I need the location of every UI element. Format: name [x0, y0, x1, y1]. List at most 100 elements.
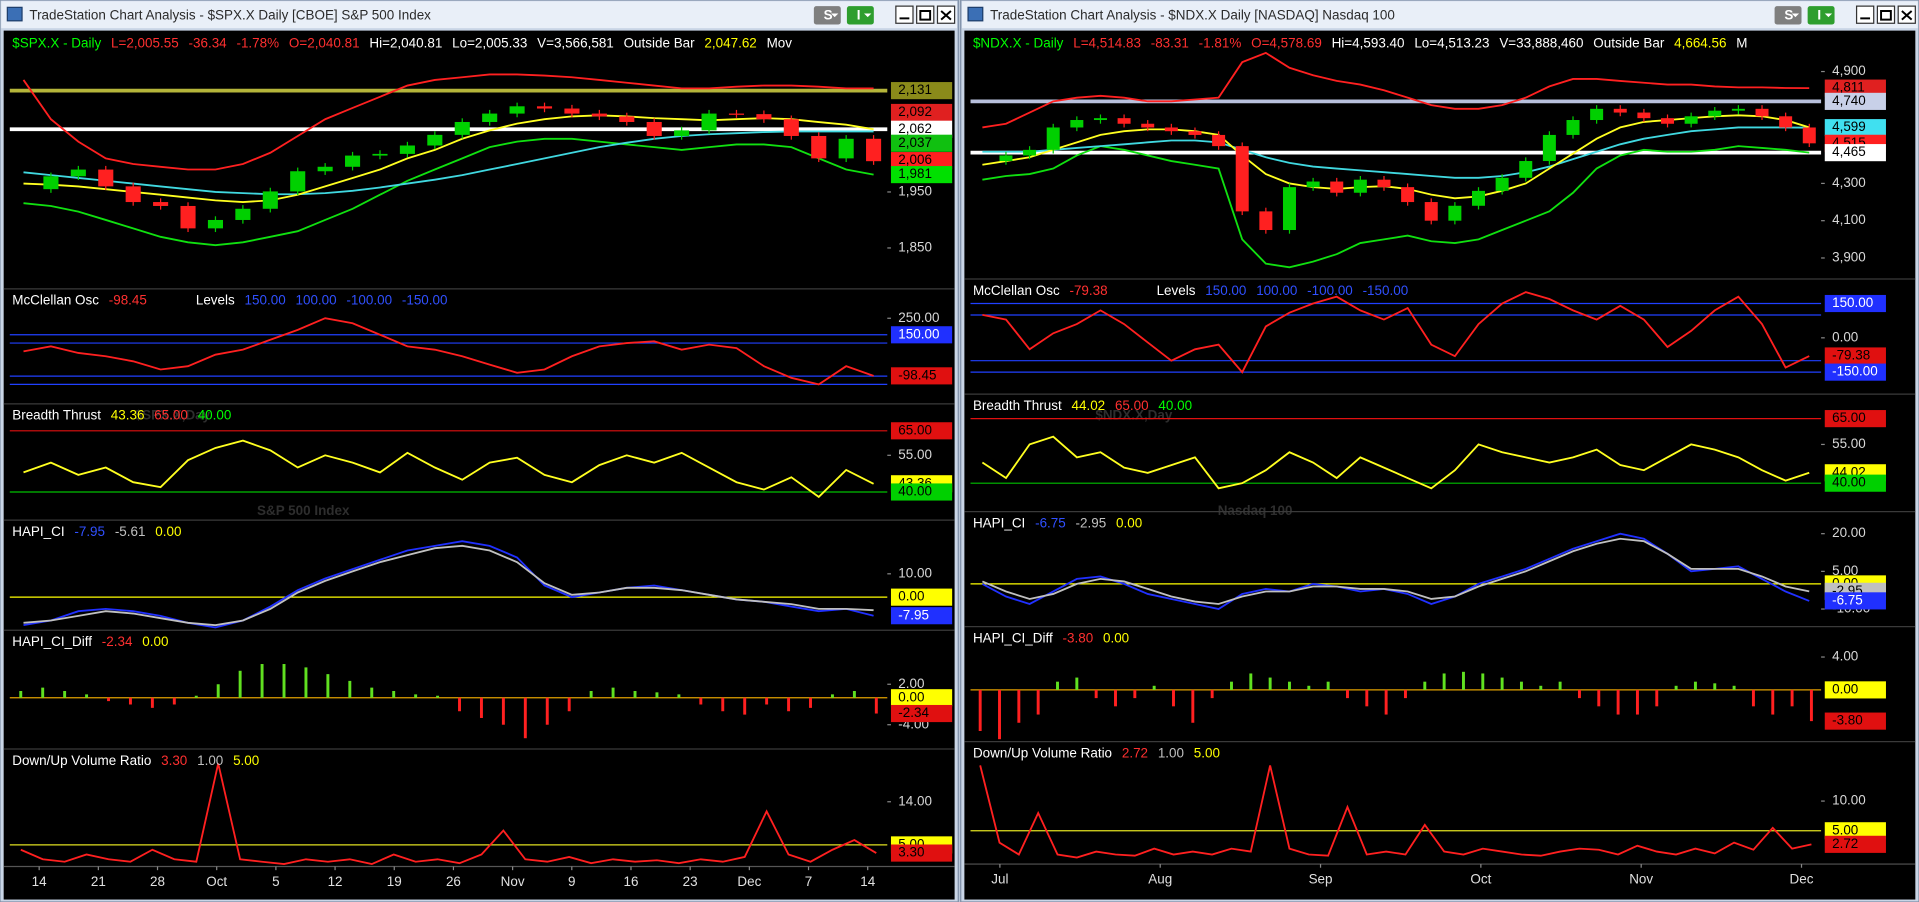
x-axis-label: Dec — [737, 874, 761, 889]
x-axis-label: 12 — [328, 874, 343, 889]
toolbar-button[interactable] — [1774, 6, 1802, 25]
pane-header: -2.34 — [102, 634, 133, 649]
candle-body — [317, 166, 333, 172]
toolbar-button-label: I — [1817, 7, 1821, 22]
histogram-bar — [1713, 683, 1717, 690]
candle-body — [1661, 118, 1675, 124]
x-axis-label: 28 — [150, 874, 165, 889]
axis-label: 10.00 — [898, 565, 932, 580]
histogram-bar — [1771, 689, 1775, 715]
histogram-bar — [1268, 677, 1272, 690]
toolbar-button[interactable] — [846, 6, 874, 25]
value-tag — [1824, 144, 1886, 162]
pane-header: -36.34 — [189, 36, 228, 51]
app-icon — [967, 6, 984, 22]
indicator-line — [23, 317, 874, 386]
indicator-line — [20, 763, 877, 866]
value-tag — [890, 134, 953, 152]
histogram-bar — [765, 697, 769, 705]
histogram-bar — [1075, 677, 1079, 690]
candle-body — [1093, 118, 1107, 121]
axis-label: 3,900 — [1832, 250, 1866, 265]
value-tag-label: 1,981 — [898, 166, 932, 181]
histogram-bar — [978, 689, 982, 731]
candle-body — [427, 134, 443, 146]
candle-body — [1684, 116, 1698, 124]
window-control[interactable] — [895, 5, 914, 24]
value-tag-label: -2.34 — [898, 705, 929, 720]
pane-header: 5.00 — [1194, 745, 1220, 760]
value-tag — [1824, 79, 1886, 97]
candle-body — [262, 191, 278, 209]
candle-body — [1424, 202, 1438, 221]
candle-body — [1117, 118, 1131, 124]
pane-header: 1.00 — [197, 753, 223, 768]
histogram-bar — [1288, 681, 1291, 690]
histogram-bar — [611, 687, 615, 698]
value-tag — [890, 483, 953, 501]
watermark-subtitle: S&P 500 Index — [257, 503, 350, 518]
candle-body — [482, 113, 498, 122]
pane-header: Outside Bar — [624, 36, 696, 51]
histogram-bar — [1365, 689, 1369, 707]
candle-body — [1755, 108, 1769, 117]
chart-area — [3, 30, 955, 900]
toolbar-button-label: S — [824, 7, 833, 22]
histogram-bar — [787, 697, 791, 712]
window-control-icon — [1901, 10, 1913, 21]
pane-header: Mov — [767, 36, 793, 51]
value-tag-label: 0.00 — [898, 689, 924, 704]
candle-body — [1023, 149, 1037, 156]
indicator-line — [979, 765, 1812, 859]
window-control[interactable] — [916, 5, 935, 24]
value-tag-label: -150.00 — [1832, 364, 1878, 379]
histogram-bar — [1442, 673, 1446, 690]
pane-header: $NDX.X - Daily — [973, 36, 1064, 51]
pane-header: 150.00 — [245, 293, 286, 308]
histogram-bar — [1809, 689, 1813, 722]
toolbar-button[interactable] — [813, 6, 841, 25]
histogram-bar — [809, 697, 812, 708]
window-control[interactable] — [1876, 5, 1896, 24]
candle-body — [536, 106, 553, 109]
pane-header: 0.00 — [142, 634, 168, 649]
histogram-bar — [348, 680, 352, 698]
candle-body — [153, 202, 169, 206]
value-tag-label: 2.72 — [1832, 836, 1858, 851]
value-tag — [890, 607, 953, 625]
pane-header: Down/Up Volume Ratio — [973, 745, 1112, 760]
x-axis-label: 7 — [805, 874, 812, 889]
candle-body — [1188, 131, 1202, 135]
axis-label: 10.00 — [1832, 793, 1866, 808]
x-axis-label: 21 — [91, 874, 106, 889]
value-tag — [1824, 347, 1886, 365]
candle-body — [1306, 181, 1320, 188]
indicator-pane: 4.00 0.00 -3.80 HAPI_CI_Diff -3.80 0.00 — [964, 626, 1916, 740]
axis-label: 14.00 — [898, 793, 932, 808]
candle-body — [1212, 134, 1226, 147]
histogram-bar — [1036, 689, 1040, 715]
candle-body — [1259, 211, 1273, 231]
indicator-pane: 4,9004,3004,1003,9004,8114,7404,5994,515… — [970, 36, 1886, 269]
value-tag-label: 4,740 — [1832, 93, 1866, 108]
histogram-bar — [436, 695, 440, 698]
toolbar-button[interactable] — [1807, 6, 1835, 25]
candle-body — [207, 219, 223, 229]
histogram-bar — [1674, 685, 1678, 690]
value-tag — [1824, 592, 1886, 610]
pane-header: 0.00 — [1103, 630, 1129, 645]
pane-header: HAPI_CI_Diff — [973, 630, 1053, 645]
candle-body — [70, 169, 86, 177]
indicator-line — [982, 126, 1810, 179]
histogram-bar — [304, 667, 308, 698]
pane-header: Down/Up Volume Ratio — [12, 753, 151, 768]
value-tag — [1824, 822, 1886, 840]
pane-header: V=33,888,460 — [1499, 36, 1583, 51]
pane-header: -7.95 — [74, 524, 105, 539]
histogram-bar — [150, 697, 154, 708]
window-control[interactable] — [1855, 5, 1875, 24]
value-tag — [1824, 835, 1886, 853]
value-tag-label: 3.30 — [898, 845, 924, 860]
